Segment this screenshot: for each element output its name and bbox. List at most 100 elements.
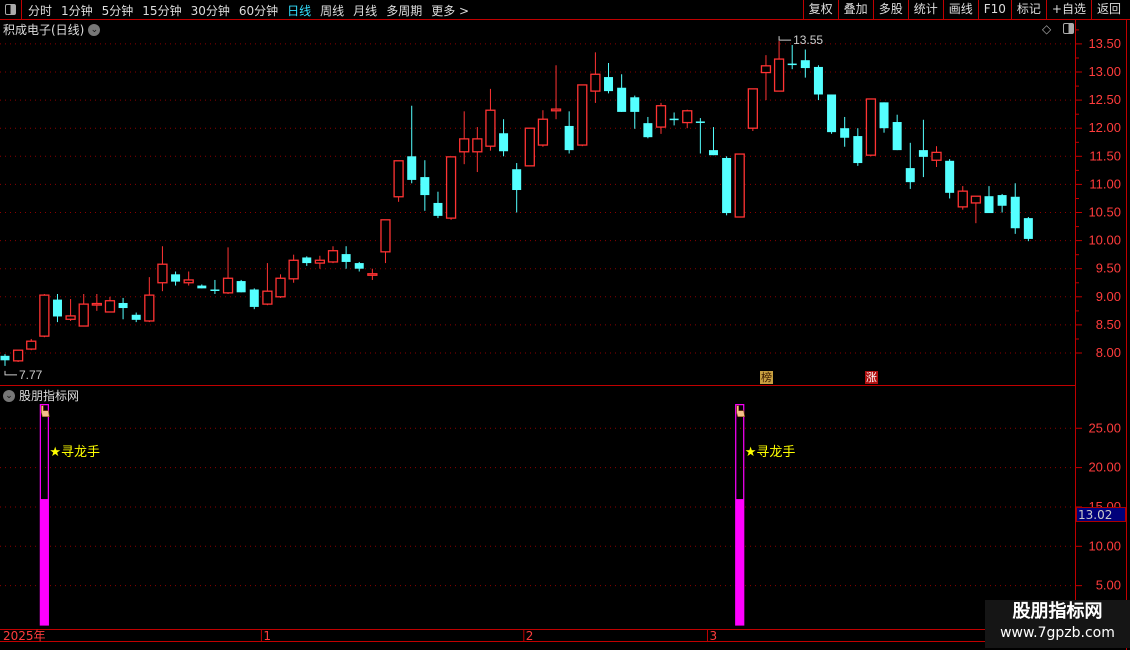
- candle: [1010, 183, 1020, 234]
- event-badge[interactable]: 涨: [864, 371, 878, 384]
- period-tab[interactable]: 日线: [287, 4, 312, 18]
- candle: [65, 299, 76, 321]
- price-tick-label: 10.00: [1088, 233, 1121, 248]
- annotation-arrow: [778, 36, 792, 41]
- candle: [813, 65, 823, 101]
- period-tab[interactable]: 30分钟: [190, 4, 230, 18]
- candle: [91, 293, 102, 311]
- candle-body: [813, 66, 823, 95]
- candle-body: [773, 58, 785, 92]
- candle: [564, 111, 574, 154]
- toolbar-button[interactable]: 叠加: [837, 0, 873, 19]
- panel-icon[interactable]: [1063, 23, 1075, 34]
- candle: [433, 191, 443, 219]
- signal-label: ★寻龙手: [745, 445, 796, 460]
- price-tick-label: 9.00: [1096, 289, 1121, 304]
- toolbar: 分时 1分钟 5分钟 15分钟 30分钟 60分钟 日线 周线 月线 多周期 更多 > 复权 叠加 多股…: [0, 0, 1130, 20]
- candle-body: [840, 128, 850, 138]
- period-tab[interactable]: 多周期: [386, 4, 423, 18]
- candle-body: [91, 302, 102, 306]
- candle: [773, 41, 785, 92]
- candle: [853, 128, 863, 166]
- candle-body: [393, 160, 404, 198]
- candle-body: [275, 277, 286, 298]
- candle-body: [407, 156, 417, 180]
- period-tab[interactable]: 15分钟: [142, 4, 182, 18]
- candle: [459, 111, 470, 165]
- price-tick-label: 10.50: [1088, 205, 1121, 220]
- period-tab[interactable]: 更多 >: [431, 4, 470, 18]
- candle-body: [997, 195, 1007, 206]
- chevron-down-icon[interactable]: ⌄: [3, 389, 15, 402]
- candle-body: [472, 138, 483, 153]
- stock-title: 积成电子(日线): [3, 23, 85, 37]
- candle-body: [459, 138, 470, 153]
- candle-body: [183, 279, 194, 284]
- signal-bar: ★寻龙手: [39, 404, 100, 626]
- toolbar-button[interactable]: 返回: [1090, 0, 1126, 19]
- period-tab[interactable]: 1分钟: [61, 4, 93, 18]
- chevron-down-icon[interactable]: ⌄: [88, 23, 101, 36]
- toolbar-button[interactable]: 标记: [1010, 0, 1046, 19]
- candle: [827, 94, 837, 134]
- candle-body: [682, 110, 693, 124]
- event-badge[interactable]: 榜: [759, 371, 773, 384]
- toolbar-button[interactable]: +自选: [1045, 0, 1091, 19]
- indicator-tick-label: 25.00: [1088, 420, 1121, 435]
- candle-body: [314, 259, 326, 264]
- candle: [380, 219, 391, 264]
- candle-body: [970, 195, 982, 204]
- toolbar-button[interactable]: F10: [977, 0, 1011, 19]
- toolbar-button[interactable]: 多股: [872, 0, 908, 19]
- candle-body: [722, 157, 732, 214]
- candle: [288, 254, 299, 283]
- candle-body: [787, 63, 797, 66]
- candle: [669, 112, 679, 126]
- hand-pointer-icon: [41, 405, 50, 417]
- candle-body: [827, 94, 837, 133]
- period-tab[interactable]: 周线: [320, 4, 345, 18]
- candle: [617, 74, 627, 112]
- candle-body: [708, 150, 718, 156]
- period-tab[interactable]: 60分钟: [238, 4, 279, 18]
- candle-body: [918, 150, 928, 157]
- candle: [945, 159, 955, 199]
- period-tab[interactable]: 分时: [28, 4, 53, 18]
- candle: [275, 274, 286, 298]
- period-tab[interactable]: 月线: [353, 4, 378, 18]
- candle-body: [655, 105, 667, 128]
- candle: [918, 119, 928, 178]
- toolbar-button[interactable]: 画线: [942, 0, 978, 19]
- candle-body: [445, 156, 457, 219]
- candle: [787, 45, 797, 70]
- candle: [643, 116, 653, 139]
- candle-body: [78, 303, 89, 327]
- candle-body: [524, 127, 535, 167]
- candle: [604, 63, 614, 94]
- price-tick-label: 8.00: [1096, 345, 1121, 360]
- candle: [905, 142, 915, 189]
- candle-body: [327, 250, 339, 263]
- crosshair-value-readout: 13.02: [1076, 507, 1126, 522]
- candle-body: [171, 274, 181, 282]
- candle-body: [0, 355, 10, 361]
- candle-body: [984, 196, 994, 214]
- candle: [157, 246, 168, 292]
- candle-body: [236, 281, 246, 293]
- panel-toggle-button[interactable]: [0, 0, 22, 19]
- candle-body: [669, 118, 679, 121]
- candle: [577, 84, 588, 147]
- toolbar-button[interactable]: 复权: [802, 0, 838, 19]
- period-tab[interactable]: 5分钟: [101, 4, 134, 18]
- candle-body: [26, 340, 37, 350]
- diamond-icon[interactable]: ◇: [1042, 22, 1052, 36]
- candle-body: [617, 87, 627, 112]
- candle: [550, 65, 562, 120]
- candle: [865, 98, 877, 157]
- toolbar-button[interactable]: 统计: [907, 0, 943, 19]
- candle: [1023, 216, 1033, 242]
- candle-body: [288, 259, 299, 280]
- candle: [499, 119, 509, 157]
- candle-body: [905, 168, 915, 183]
